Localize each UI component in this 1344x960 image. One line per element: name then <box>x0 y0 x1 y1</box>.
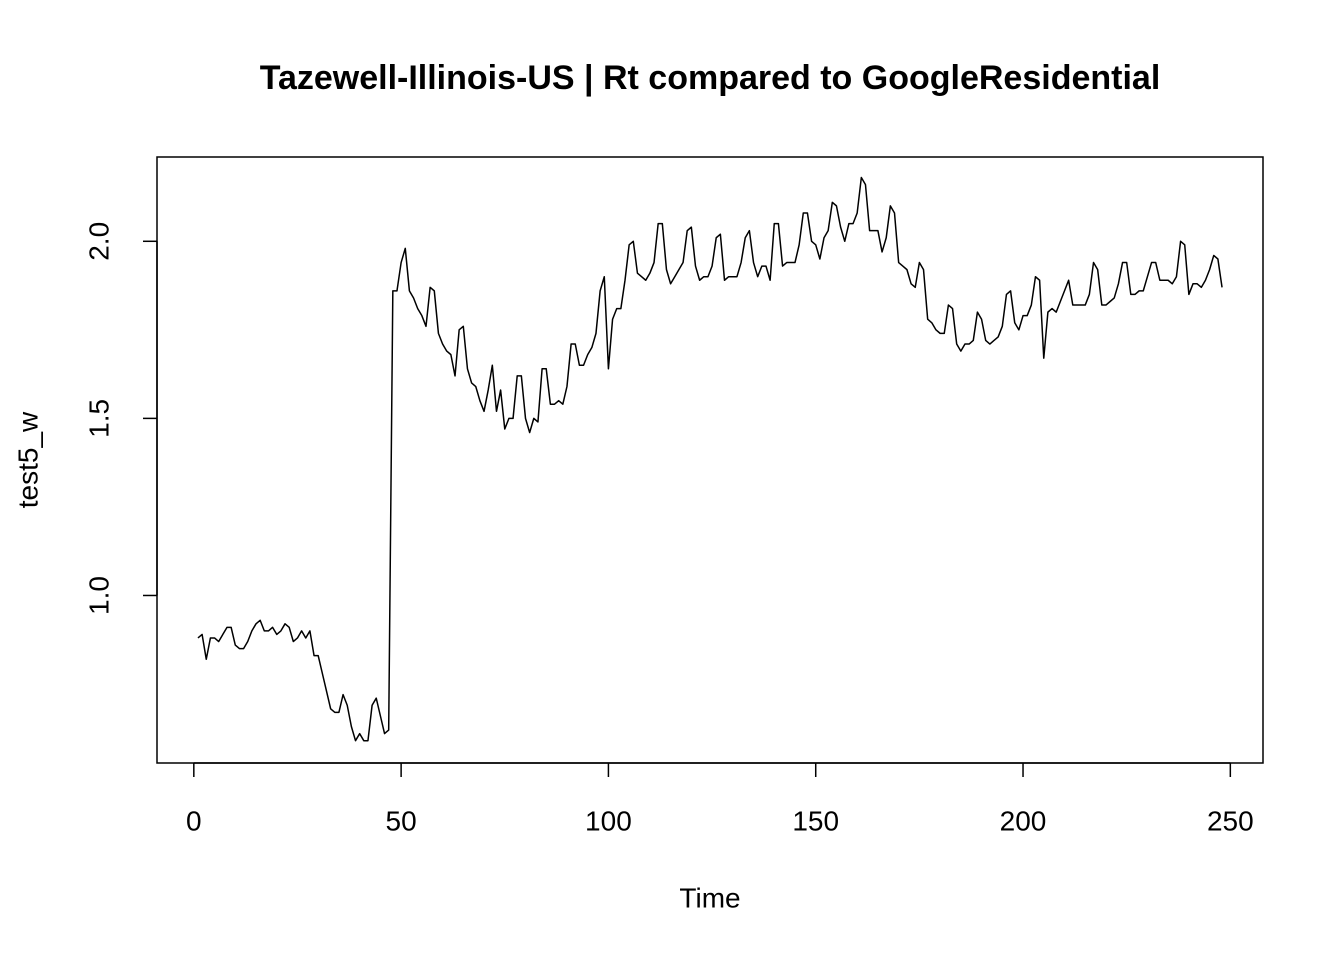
y-tick-label: 2.0 <box>83 222 114 261</box>
x-axis-label: Time <box>679 882 740 913</box>
data-line <box>197 176 1223 742</box>
x-tick-label: 200 <box>1000 805 1047 836</box>
chart-title: Tazewell-Illinois-US | Rt compared to Go… <box>260 59 1161 97</box>
y-axis-label: test5_w <box>12 411 43 508</box>
y-tick-label: 1.0 <box>83 576 114 615</box>
x-tick-label: 50 <box>386 805 417 836</box>
x-tick-label: 0 <box>186 805 202 836</box>
x-tick-label: 100 <box>585 805 632 836</box>
y-tick-label: 1.5 <box>83 399 114 438</box>
x-tick-label: 250 <box>1207 805 1254 836</box>
x-tick-label: 150 <box>792 805 839 836</box>
